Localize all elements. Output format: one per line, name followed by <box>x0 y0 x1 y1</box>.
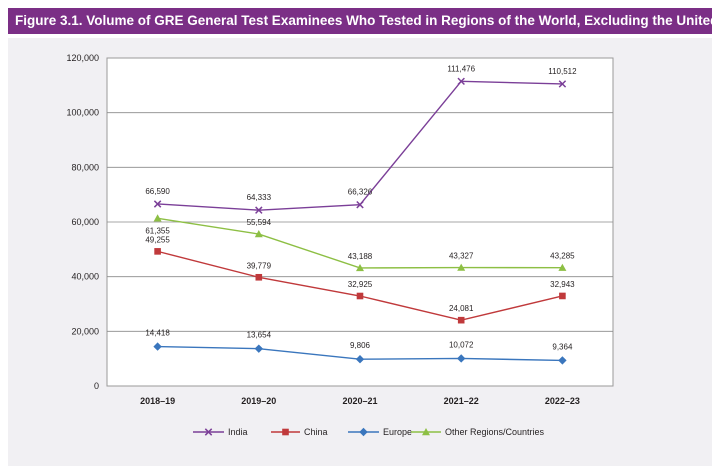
legend-marker-india <box>204 428 213 436</box>
data-point-europe <box>558 356 567 365</box>
data-point-other-regions-countries <box>356 263 364 272</box>
y-tick-label: 80,000 <box>71 162 99 172</box>
data-point-europe <box>457 354 466 363</box>
data-point-europe <box>254 344 263 353</box>
x-tick-label: 2019–20 <box>241 396 276 406</box>
legend-label-europe: Europe <box>383 427 412 437</box>
data-label-other-regions-countries: 43,327 <box>449 252 474 261</box>
legend-label-other-regions-countries: Other Regions/Countries <box>445 427 545 437</box>
data-label-china: 24,081 <box>449 304 474 313</box>
legend-marker-other-regions-countries <box>422 428 430 436</box>
data-point-other-regions-countries <box>457 263 466 271</box>
data-label-china: 39,779 <box>247 261 272 270</box>
data-label-india: 111,476 <box>447 64 475 73</box>
legend-marker-china <box>282 428 289 436</box>
data-label-other-regions-countries: 61,355 <box>145 226 170 235</box>
data-point-europe <box>355 354 365 364</box>
figure-title: Figure 3.1. Volume of GRE General Test E… <box>8 8 712 34</box>
legend-marker-europe <box>359 427 368 437</box>
data-label-india: 110,512 <box>548 67 577 76</box>
y-tick-label: 20,000 <box>71 326 99 336</box>
data-point-other-regions-countries <box>153 214 162 222</box>
data-point-china <box>255 273 263 281</box>
legend-label-india: India <box>228 427 248 437</box>
data-label-india: 64,333 <box>247 193 272 202</box>
y-tick-label: 120,000 <box>66 53 99 63</box>
y-tick-label: 0 <box>94 381 99 391</box>
data-label-europe: 14,418 <box>145 329 170 338</box>
data-label-europe: 13,654 <box>247 331 272 340</box>
data-point-europe <box>153 342 162 351</box>
data-label-europe: 9,364 <box>552 342 573 351</box>
y-tick-label: 60,000 <box>71 217 99 227</box>
data-label-europe: 10,072 <box>449 340 474 349</box>
data-point-india <box>153 200 162 208</box>
data-point-india <box>457 77 465 86</box>
data-point-china <box>356 292 364 300</box>
data-label-other-regions-countries: 55,594 <box>247 218 272 227</box>
data-point-india <box>558 80 567 88</box>
y-tick-label: 40,000 <box>71 272 99 282</box>
data-point-other-regions-countries <box>558 263 567 271</box>
data-label-china: 32,925 <box>348 280 373 289</box>
x-tick-label: 2020–21 <box>342 396 377 406</box>
y-tick-label: 100,000 <box>66 108 99 118</box>
x-tick-label: 2018–19 <box>140 396 175 406</box>
data-label-india: 66,326 <box>348 188 373 197</box>
data-label-china: 32,943 <box>550 280 575 289</box>
data-point-india <box>356 200 364 209</box>
legend-label-china: China <box>304 427 328 437</box>
data-point-china <box>154 248 161 255</box>
data-label-other-regions-countries: 43,188 <box>348 252 373 261</box>
data-label-europe: 9,806 <box>350 341 371 350</box>
x-tick-label: 2022–23 <box>545 396 580 406</box>
data-point-china <box>559 292 566 300</box>
data-label-india: 66,590 <box>145 187 170 196</box>
data-label-other-regions-countries: 43,285 <box>550 252 575 261</box>
x-tick-label: 2021–22 <box>444 396 479 406</box>
data-point-india <box>255 206 263 214</box>
data-label-china: 49,255 <box>145 235 170 244</box>
data-point-other-regions-countries <box>254 230 263 238</box>
data-point-china <box>457 316 465 324</box>
